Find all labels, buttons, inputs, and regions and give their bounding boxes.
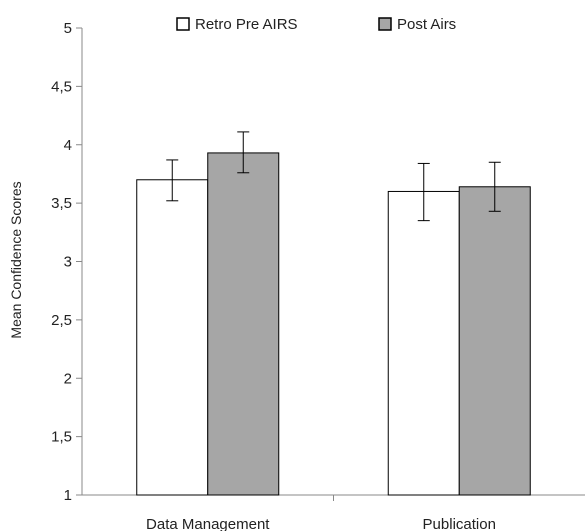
- y-tick-label: 3: [64, 254, 72, 271]
- legend-label: Post Airs: [397, 16, 456, 33]
- x-category-label: Data Management: [146, 516, 270, 531]
- bar: [458, 186, 531, 496]
- y-axis-title: Mean Confidence Scores: [8, 181, 24, 338]
- error-bars: [166, 131, 501, 222]
- x-category-label: Publication: [423, 516, 496, 531]
- y-tick-label: 3,5: [51, 195, 72, 212]
- y-tick-label: 1,5: [51, 429, 72, 446]
- legend-swatch: [378, 17, 392, 31]
- legend-swatch: [176, 17, 190, 31]
- bar: [207, 152, 280, 496]
- y-tick-label: 4: [64, 137, 72, 154]
- y-tick-label: 4,5: [51, 78, 72, 95]
- y-tick-label: 5: [64, 20, 72, 37]
- legend-label: Retro Pre AIRS: [195, 16, 298, 33]
- legend: Retro Pre AIRS Post Airs: [176, 16, 456, 33]
- bars: [136, 152, 531, 496]
- y-tick-label: 2,5: [51, 312, 72, 329]
- x-axis: Data Management Publication: [82, 494, 585, 531]
- y-tick-label: 1: [64, 487, 72, 504]
- y-axis: 1 1,5 2 2,5 3 3,5 4 4,5 5: [51, 20, 83, 504]
- bar: [136, 179, 209, 496]
- bar: [387, 190, 460, 496]
- y-tick-label: 2: [64, 370, 72, 387]
